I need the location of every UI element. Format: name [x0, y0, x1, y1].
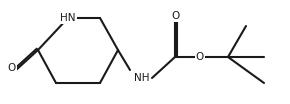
Text: O: O	[8, 63, 16, 73]
Text: O: O	[171, 11, 179, 21]
Text: NH: NH	[134, 73, 150, 83]
Text: O: O	[196, 52, 204, 62]
Text: HN: HN	[60, 13, 76, 23]
